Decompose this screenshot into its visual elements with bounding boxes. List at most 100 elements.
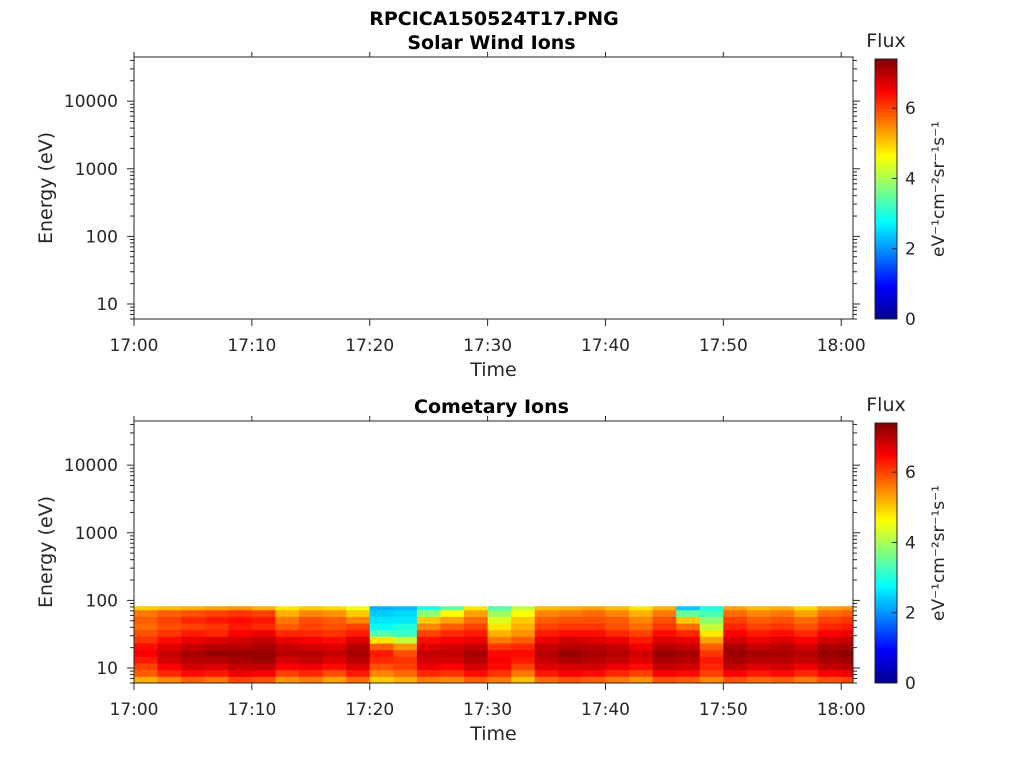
heatmap-cell (652, 663, 677, 671)
heatmap-cell (157, 669, 182, 677)
colorbar-unit-label: eV⁻¹cm⁻²sr⁻¹s⁻¹ (929, 485, 949, 621)
heatmap-cell (723, 636, 748, 644)
heatmap-cell (770, 606, 795, 611)
heatmap-cell (605, 636, 630, 644)
heatmap-cell (322, 656, 347, 664)
heatmap-cell (416, 676, 441, 684)
heatmap-cell (511, 606, 536, 611)
heatmap-cell (511, 629, 536, 637)
heatmap-cell (817, 606, 842, 611)
heatmap-cell (746, 636, 771, 644)
heatmap-cell (464, 606, 488, 611)
heatmap-cell (346, 623, 371, 631)
heatmap-cell (794, 609, 819, 617)
colorbar-tick-label: 4 (905, 533, 916, 553)
heatmap-cell (440, 676, 465, 684)
heatmap-cell (558, 629, 583, 637)
heatmap-cell (558, 609, 583, 617)
heatmap-cell (723, 649, 748, 657)
heatmap-cell (841, 663, 854, 671)
heatmap-cell (416, 649, 441, 657)
heatmap-cell (464, 643, 488, 651)
heatmap-cell (134, 656, 158, 664)
heatmap-cell (275, 636, 300, 644)
x-tick-label: 17:30 (463, 336, 512, 356)
heatmap-cell (841, 609, 854, 617)
heatmap-cell (770, 636, 795, 644)
heatmap-cell (794, 623, 819, 631)
heatmap-cell (746, 663, 771, 671)
heatmap-cell (204, 629, 229, 637)
heatmap-cell (629, 663, 654, 671)
heatmap-cell (676, 649, 701, 657)
heatmap-cell (440, 649, 465, 657)
heatmap-cell (275, 623, 300, 631)
heatmap-cell (746, 609, 771, 617)
heatmap-cell (134, 623, 158, 631)
heatmap-cell (511, 676, 536, 684)
heatmap-cell (746, 616, 771, 624)
heatmap-cell (676, 643, 701, 651)
heatmap-cell (369, 643, 394, 651)
colorbar-tick-label: 4 (905, 169, 916, 189)
heatmap-cell (652, 616, 677, 624)
heatmap-cell (346, 609, 371, 617)
heatmap-cell (723, 616, 748, 624)
heatmap-cell (487, 609, 512, 617)
heatmap-cell (228, 606, 253, 611)
heatmap-cell (228, 656, 253, 664)
heatmap-cell (416, 656, 441, 664)
heatmap-cell (794, 616, 819, 624)
heatmap-cell (487, 656, 512, 664)
heatmap-cell (817, 656, 842, 664)
cometary-panel: 10 100 1000 10000 17:00 17:10 17:20 17:30 17:40 1… (35, 394, 949, 745)
y-tick-label: 100 (86, 591, 118, 611)
heatmap-cell (134, 606, 158, 611)
x-tick-label: 17:40 (581, 336, 630, 356)
heatmap-cell (629, 656, 654, 664)
heatmap-cell (605, 669, 630, 677)
heatmap-cell (204, 616, 229, 624)
heatmap-cell (393, 676, 418, 684)
heatmap-cell (251, 656, 276, 664)
x-tick-label: 17:30 (463, 700, 512, 720)
heatmap-cell (605, 643, 630, 651)
heatmap-cell (134, 663, 158, 671)
heatmap-cell (794, 636, 819, 644)
heatmap-cell (746, 629, 771, 637)
heatmap-cell (487, 663, 512, 671)
x-axis-label: Time (469, 359, 517, 381)
heatmap-cell (181, 606, 206, 611)
heatmap-cell (346, 629, 371, 637)
heatmap-cell (251, 643, 276, 651)
heatmap-cell (228, 629, 253, 637)
heatmap-cell (251, 623, 276, 631)
heatmap-cell (699, 676, 724, 684)
heatmap-cells (134, 606, 854, 684)
heatmap-cell (558, 623, 583, 631)
heatmap-cell (275, 606, 300, 611)
heatmap-cell (416, 643, 441, 651)
heatmap-cell (346, 663, 371, 671)
heatmap-cell (581, 643, 606, 651)
heatmap-cell (322, 663, 347, 671)
heatmap-cell (393, 656, 418, 664)
heatmap-cell (322, 649, 347, 657)
heatmap-cell (157, 629, 182, 637)
heatmap-cell (487, 629, 512, 637)
heatmap-cell (204, 609, 229, 617)
heatmap-cell (581, 676, 606, 684)
heatmap-cell (746, 676, 771, 684)
heatmap-cell (605, 649, 630, 657)
heatmap-cell (228, 643, 253, 651)
x-tick-label: 18:00 (817, 700, 866, 720)
heatmap-cell (770, 623, 795, 631)
heatmap-cell (157, 609, 182, 617)
heatmap-cell (228, 609, 253, 617)
heatmap-cell (770, 669, 795, 677)
heatmap-cell (204, 676, 229, 684)
heatmap-cell (676, 623, 701, 631)
heatmap-cell (416, 609, 441, 617)
heatmap-cell (841, 669, 854, 677)
heatmap-cell (157, 656, 182, 664)
